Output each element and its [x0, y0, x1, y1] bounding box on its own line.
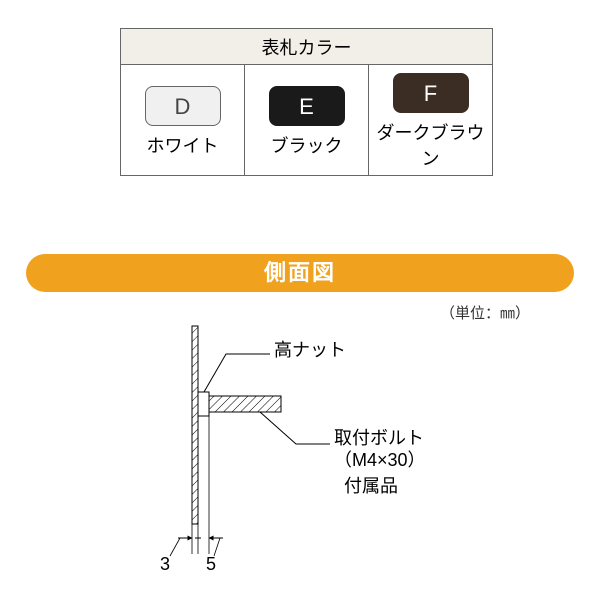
callout-high-nut: 高ナット	[274, 340, 346, 362]
swatch-e-label: ブラック	[249, 132, 364, 158]
swatch-d: D	[145, 86, 221, 126]
plate	[192, 326, 198, 524]
swatch-f-label: ダークブラウン	[373, 119, 488, 171]
section-title-side-view: 側面図	[26, 254, 574, 292]
callout-bolt-line2: （M4×30）	[334, 450, 426, 472]
bolt-leader	[260, 412, 330, 444]
swatch-e-letter: E	[270, 87, 344, 127]
color-option-d: D ホワイト	[121, 65, 245, 176]
side-view-diagram: 3 5 高ナット 取付ボルト （M4×30） 付属品	[120, 320, 520, 580]
swatch-d-label: ホワイト	[125, 132, 240, 158]
callout-included: 付属品	[344, 476, 398, 498]
dim-5-text: 5	[206, 554, 216, 574]
nameplate-color-table: 表札カラー D ホワイト E ブラック F ダークブラウン	[120, 28, 493, 176]
nut-leader	[204, 354, 270, 392]
color-option-e: E ブラック	[245, 65, 369, 176]
dim-3-text: 3	[160, 554, 170, 574]
callout-bolt-line1: 取付ボルト	[334, 428, 424, 450]
swatch-f-letter: F	[394, 74, 468, 114]
swatch-f: F	[393, 73, 469, 113]
swatch-e: E	[269, 86, 345, 126]
bolt-body	[209, 396, 281, 412]
high-nut	[198, 392, 209, 416]
color-option-f: F ダークブラウン	[369, 65, 493, 176]
swatch-d-letter: D	[146, 87, 220, 127]
color-table-header: 表札カラー	[121, 29, 493, 65]
